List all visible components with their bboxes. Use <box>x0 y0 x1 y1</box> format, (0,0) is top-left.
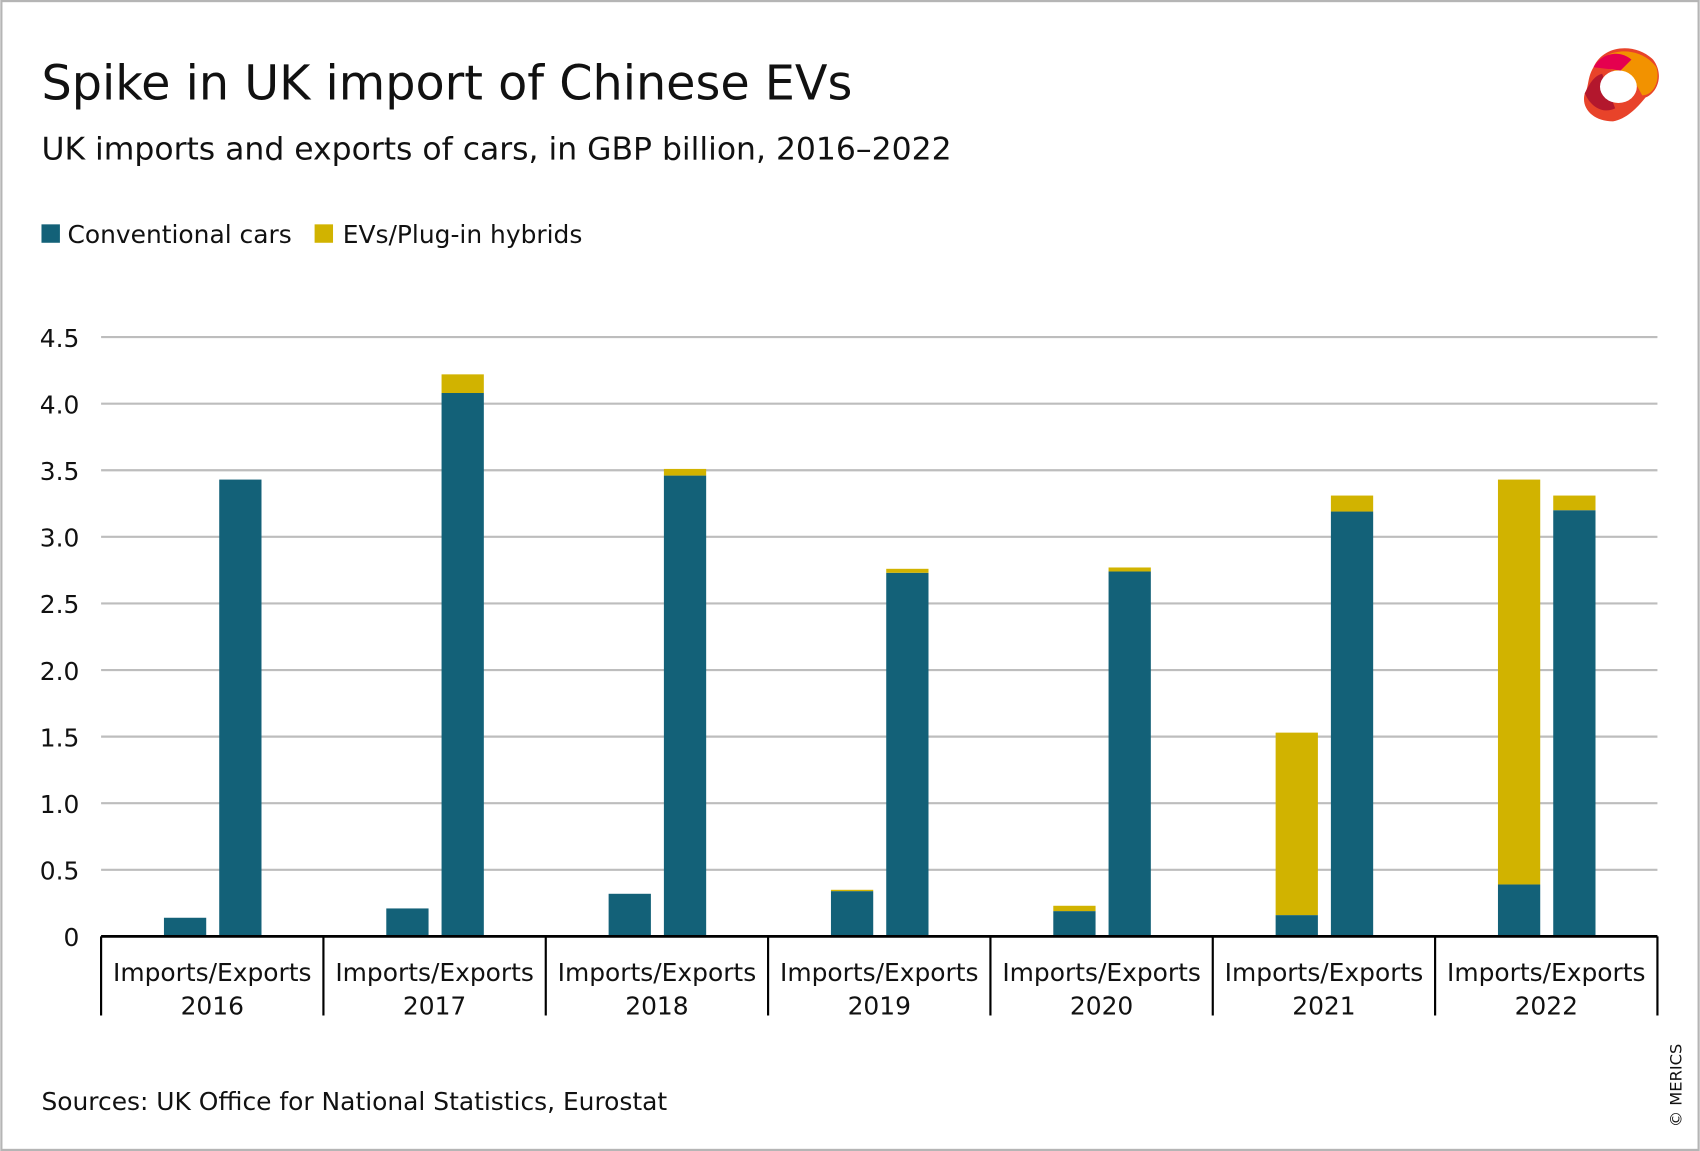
y-axis-ticks: 0 0.5 1.0 1.5 2.0 2.5 3.0 3.5 4.0 4.5 <box>40 324 80 952</box>
bar-imports-2022-conventional <box>1497 884 1541 937</box>
y-tick-label: 2.5 <box>40 590 80 619</box>
y-tick-label: 0 <box>64 923 80 952</box>
bar-exports-2020-ev <box>1108 567 1151 572</box>
x-category-year: 2022 <box>1515 991 1578 1020</box>
bar-exports-2017-ev <box>441 374 484 394</box>
y-tick-label: 2.0 <box>40 657 80 686</box>
x-category-year: 2021 <box>1292 991 1355 1020</box>
x-category-label: Imports/Exports <box>1447 958 1646 987</box>
bar-imports-2022-ev <box>1497 479 1541 885</box>
legend-label-conventional: Conventional cars <box>67 220 291 249</box>
bar-exports-2021-ev <box>1330 495 1374 512</box>
legend-label-ev: EVs/Plug-in hybrids <box>343 220 583 249</box>
x-category-label: Imports/Exports <box>558 958 757 987</box>
bar-imports-2018-conventional <box>608 893 651 937</box>
x-category-year: 2020 <box>1070 991 1133 1020</box>
x-category-label: Imports/Exports <box>113 958 312 987</box>
x-category-year: 2016 <box>181 991 244 1020</box>
y-tick-label: 4.5 <box>40 324 80 353</box>
y-tick-label: 4.0 <box>40 390 80 419</box>
bar-exports-2022-ev <box>1553 495 1596 511</box>
x-category-year: 2018 <box>625 991 688 1020</box>
bar-exports-2016-conventional <box>219 479 262 937</box>
x-category-year: 2019 <box>848 991 911 1020</box>
x-axis: Imports/Exports 2016 Imports/Exports 2017 Im… <box>100 935 1659 1020</box>
bar-imports-2016-conventional <box>163 917 207 937</box>
source-note: Sources: UK Office for National Statisti… <box>41 1087 667 1116</box>
y-tick-label: 0.5 <box>40 857 80 886</box>
x-category-label: Imports/Exports <box>780 958 979 987</box>
logo <box>1583 48 1659 122</box>
legend: Conventional cars EVs/Plug-in hybrids <box>41 220 582 249</box>
bar-exports-2017-conventional <box>441 393 484 937</box>
chart-subtitle: UK imports and exports of cars, in GBP b… <box>41 131 951 167</box>
bar-imports-2020-conventional <box>1053 911 1096 937</box>
y-tick-label: 3.5 <box>40 457 80 486</box>
x-category-year: 2017 <box>403 991 466 1020</box>
bar-exports-2021-conventional <box>1330 511 1374 937</box>
y-tick-label: 3.0 <box>40 524 80 553</box>
bar-exports-2019-ev <box>886 568 929 573</box>
x-category-label: Imports/Exports <box>1002 958 1201 987</box>
bar-exports-2020-conventional <box>1108 571 1151 937</box>
bar-imports-2021-conventional <box>1275 915 1318 937</box>
legend-swatch-conventional <box>41 224 60 243</box>
copyright: © MERICS <box>1666 1044 1685 1127</box>
bar-imports-2020-ev <box>1053 905 1096 912</box>
bar-imports-2019-ev <box>830 889 874 892</box>
bar-exports-2018-conventional <box>663 475 707 937</box>
x-category-label: Imports/Exports <box>335 958 534 987</box>
bar-exports-2019-conventional <box>886 572 929 937</box>
gridlines <box>101 335 1658 871</box>
bar-exports-2018-ev <box>663 468 707 476</box>
chart-title: Spike in UK import of Chinese EVs <box>41 57 852 112</box>
bar-imports-2019-conventional <box>830 891 874 937</box>
bar-imports-2017-conventional <box>386 908 429 937</box>
x-category-label: Imports/Exports <box>1225 958 1424 987</box>
y-tick-label: 1.0 <box>40 790 80 819</box>
bar-exports-2022-conventional <box>1553 510 1596 937</box>
bars <box>163 374 1596 937</box>
bar-imports-2021-ev <box>1275 732 1318 916</box>
legend-swatch-ev <box>314 224 334 243</box>
y-tick-label: 1.5 <box>40 723 80 752</box>
